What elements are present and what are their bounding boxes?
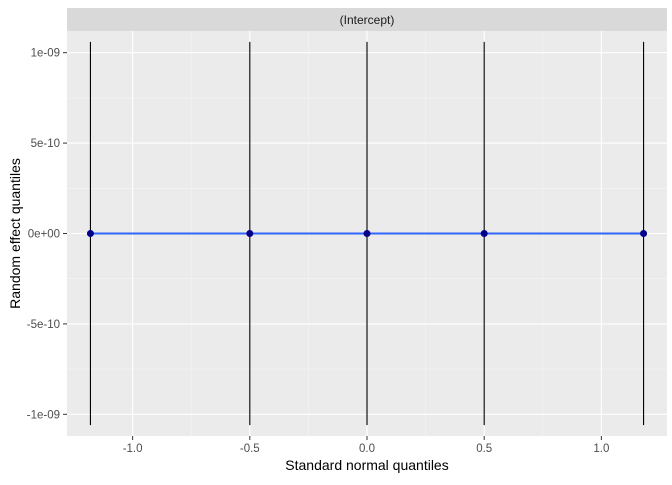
x-tick-label: 1.0 xyxy=(593,443,609,455)
data-point xyxy=(246,230,254,237)
data-point xyxy=(86,230,94,237)
facet-label: (Intercept) xyxy=(340,13,395,27)
x-tick-label: -1.0 xyxy=(123,443,143,455)
y-tick-label: -1e-09 xyxy=(27,409,60,421)
point-group xyxy=(86,230,648,237)
y-tick-label: -5e-10 xyxy=(27,319,60,331)
x-tick-label: -0.5 xyxy=(240,443,260,455)
y-tick-label: 5e-10 xyxy=(31,138,60,150)
x-axis-title: Standard normal quantiles xyxy=(285,457,448,473)
x-tick-label: 0.0 xyxy=(359,443,375,455)
data-point xyxy=(363,230,371,237)
x-axis: -1.0 -0.5 0.0 0.5 1.0 xyxy=(123,436,609,455)
y-tick-label: 0e+00 xyxy=(28,229,60,241)
y-tick-label: 1e-09 xyxy=(31,48,60,60)
data-point xyxy=(640,230,648,237)
y-axis: 1e-09 5e-10 0e+00 -5e-10 -1e-09 xyxy=(27,48,67,421)
strip-background xyxy=(67,8,667,31)
x-tick-label: 0.5 xyxy=(476,443,492,455)
data-point xyxy=(480,230,488,237)
y-axis-title: Random effect quantiles xyxy=(7,158,23,309)
